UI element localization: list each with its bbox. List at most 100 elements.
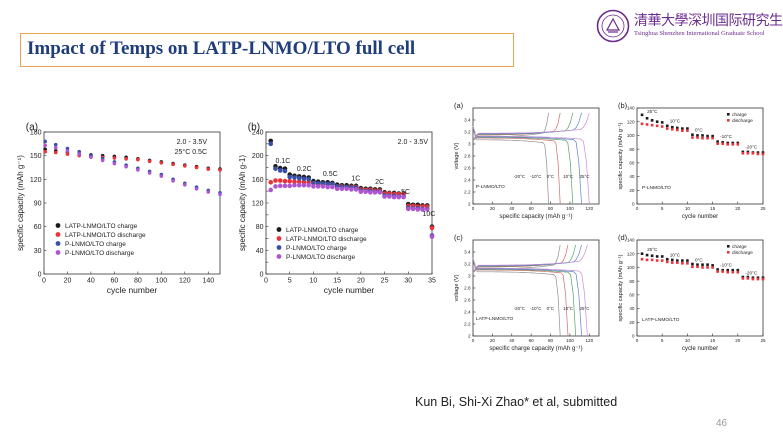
data-point xyxy=(124,164,128,169)
x-axis-label: cycle number xyxy=(682,345,718,352)
y-tick-label: 2.2 xyxy=(464,322,471,327)
data-point xyxy=(330,184,335,190)
data-point xyxy=(751,277,755,281)
x-tick-label: 0 xyxy=(636,338,639,343)
data-point xyxy=(711,266,714,269)
data-point xyxy=(339,186,345,192)
x-tick-label: 0 xyxy=(42,278,46,285)
data-point xyxy=(171,179,175,183)
chart-d-right: 0 5 10 15 20 25 0 20 40 60 80 100 120 140 cycle number… xyxy=(618,233,766,352)
discharge-curve xyxy=(472,125,582,205)
y-tick-label: 2.4 xyxy=(464,178,471,183)
y-tick-label: 0 xyxy=(38,271,42,278)
data-point xyxy=(218,192,222,197)
data-point xyxy=(325,184,330,190)
data-point xyxy=(691,265,694,269)
y-axis-label: voltage (V) xyxy=(454,142,460,169)
rate-label: 10C xyxy=(423,211,436,218)
temperature-label: -10°C xyxy=(530,174,541,179)
temperature-label: 10°C xyxy=(670,252,681,257)
temperature-label: 25°C xyxy=(580,306,590,311)
data-point xyxy=(218,168,222,172)
data-point xyxy=(650,119,654,122)
y-axis-label: specific capacity (mAh g⁻¹) xyxy=(618,122,624,189)
data-point xyxy=(736,268,740,272)
legend-marker xyxy=(727,245,730,248)
data-point xyxy=(382,194,387,199)
legend-marker xyxy=(727,251,730,254)
data-point xyxy=(731,270,735,274)
y-tick-label: 2.2 xyxy=(464,190,471,195)
x-tick-label: 0 xyxy=(472,206,475,211)
x-tick-label: 0 xyxy=(472,338,475,343)
x-tick-label: 60 xyxy=(111,278,119,285)
y-tick-label: 120 xyxy=(30,177,42,184)
data-point xyxy=(424,207,430,212)
discharge-curve xyxy=(472,125,561,205)
legend-marker xyxy=(55,250,61,255)
data-point xyxy=(650,254,654,258)
data-point xyxy=(645,123,649,126)
temperature-label: 0°C xyxy=(547,306,554,311)
data-point xyxy=(706,134,709,138)
data-point xyxy=(711,134,714,138)
data-point xyxy=(670,127,674,131)
data-point xyxy=(645,258,649,262)
legend-label: P-LNMO/LTO discharge xyxy=(65,250,135,257)
legend-label: LATP-LNMO/LTO discharge xyxy=(65,232,146,239)
legend-marker xyxy=(55,232,61,237)
data-point xyxy=(701,134,704,137)
data-point xyxy=(726,268,730,272)
data-point xyxy=(273,178,278,183)
x-tick-label: 60 xyxy=(529,206,535,211)
y-tick-label: 80 xyxy=(629,279,635,284)
x-tick-label: 20 xyxy=(735,206,741,211)
charge-curve xyxy=(472,112,590,142)
data-point xyxy=(721,140,724,144)
data-point xyxy=(706,266,709,269)
legend-label: P-LNMO/LTO charge xyxy=(286,245,347,252)
y-axis-label: specific capacity (mAh g-1) xyxy=(238,155,247,251)
y-tick-label: 3.4 xyxy=(464,250,471,255)
discharge-curve xyxy=(472,257,588,337)
data-point xyxy=(43,149,47,154)
x-axis-label: specific capacity (mAh g⁻¹) xyxy=(500,213,573,220)
y-tick-label: 3.2 xyxy=(464,262,471,267)
y-tick-label: 2 xyxy=(468,202,471,207)
data-point xyxy=(206,167,211,171)
page-number: 46 xyxy=(716,418,728,429)
data-point xyxy=(287,183,293,189)
data-point xyxy=(761,276,765,280)
temperature-label: -10°C xyxy=(720,263,732,268)
chart-c-right: 0 20 40 60 80 100 120 2 2.2 2.4 2.6 2.8 3 3.2 3.4 speci… xyxy=(454,233,600,352)
data-point xyxy=(410,206,416,212)
data-point xyxy=(761,152,765,156)
data-point xyxy=(415,207,421,212)
discharge-curve xyxy=(472,257,577,337)
x-tick-label: 20 xyxy=(490,206,496,211)
y-tick-label: 80 xyxy=(629,147,635,152)
legend-label: LATP-LNMO/LTO charge xyxy=(65,223,138,230)
data-point xyxy=(420,207,425,212)
temperature-label: 25°C xyxy=(580,174,590,179)
data-point xyxy=(282,168,288,174)
panel-label: (b) xyxy=(248,122,260,133)
x-tick-label: 120 xyxy=(585,206,593,211)
data-point xyxy=(691,136,694,139)
data-point xyxy=(43,139,47,144)
data-point xyxy=(660,125,664,128)
x-tick-label: 5 xyxy=(661,338,664,343)
y-tick-label: 20 xyxy=(629,320,635,325)
y-tick-label: 20 xyxy=(629,188,635,193)
x-tick-label: 0 xyxy=(264,278,268,285)
data-point xyxy=(301,182,307,188)
data-point xyxy=(306,177,311,182)
y-tick-label: 60 xyxy=(629,160,635,165)
discharge-curve xyxy=(472,125,574,205)
data-point xyxy=(676,126,679,130)
data-point xyxy=(183,164,187,168)
legend-marker xyxy=(276,254,282,259)
x-tick-label: 40 xyxy=(87,278,95,285)
data-point xyxy=(377,190,383,195)
y-tick-label: 80 xyxy=(256,224,264,231)
